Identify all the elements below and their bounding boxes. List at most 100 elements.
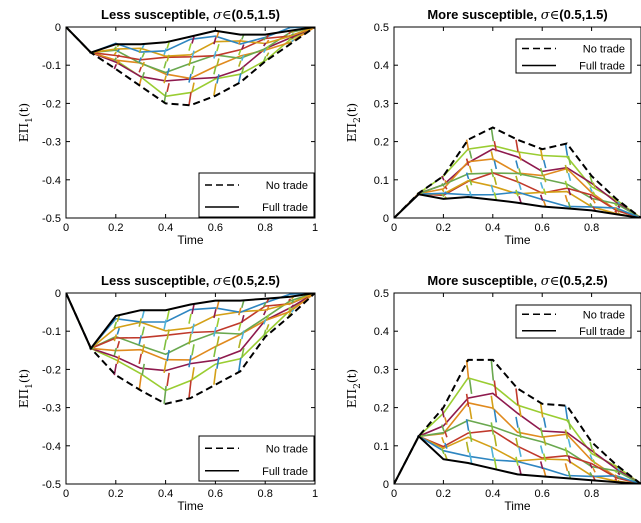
strategy-rung (163, 75, 167, 84)
legend-box (515, 304, 632, 339)
strategy-rung (213, 346, 217, 358)
strategy-rung (213, 50, 217, 59)
strategy-rung (191, 323, 195, 334)
strategy-rung (291, 39, 295, 43)
strategy-rung (113, 347, 118, 356)
x-tick-label: 0.6 (535, 222, 550, 234)
strategy-rung (262, 310, 267, 316)
x-tick-label: 0.2 (436, 222, 451, 234)
chart-panel-3: 0 0.2 0.4 0.6 0.8 1 -0.5 -0.4 -0.3 -0.2 -0.1 0 Less … (17, 273, 318, 513)
strategy-curve (66, 293, 315, 372)
strategy-rung (444, 185, 448, 190)
y-tick-label: 0.3 (374, 98, 389, 110)
strategy-rung (163, 48, 167, 56)
strategy-rung (518, 182, 522, 191)
strategy-rung (262, 56, 267, 62)
strategy-rung (518, 151, 522, 161)
strategy-rung (518, 168, 522, 177)
x-tick-label: 0.4 (485, 488, 500, 500)
strategy-rung (213, 37, 217, 45)
y-tick-label: -0.1 (42, 326, 61, 338)
y-tick-label: -0.1 (42, 60, 61, 72)
strategy-rung (515, 175, 519, 184)
legend-entry: Full trade (579, 326, 625, 338)
x-tick-label: 0.6 (208, 488, 223, 500)
strategy-rung (166, 372, 170, 387)
strategy-rung (465, 184, 470, 192)
strategy-rung (241, 347, 245, 359)
strategy-rung (493, 380, 498, 396)
strategy-rung (166, 83, 170, 92)
strategy-rung (539, 181, 544, 189)
strategy-curve (66, 293, 315, 350)
strategy-rung (539, 427, 544, 438)
strategy-rung (614, 207, 618, 211)
strategy-rung (518, 427, 522, 439)
x-tick-label: 0.2 (436, 488, 451, 500)
y-tick-label: 0.1 (374, 175, 389, 187)
strategy-rung (241, 300, 245, 309)
strategy-rung (567, 155, 572, 166)
strategy-rung (287, 311, 292, 317)
strategy-rung (163, 385, 167, 404)
y-axis-label: EΠ1(t) (17, 103, 35, 142)
strategy-rung (113, 57, 117, 62)
strategy-rung (493, 192, 498, 200)
strategy-curve (66, 27, 315, 58)
strategy-rung (141, 61, 145, 68)
strategy-rung (592, 182, 596, 188)
strategy-rung (617, 472, 621, 476)
strategy-rung (542, 468, 547, 477)
strategy-rung (238, 338, 242, 349)
legend-entry: Full trade (262, 466, 308, 478)
strategy-rung (518, 196, 522, 203)
strategy-rung (191, 65, 195, 75)
chart-title: Less susceptible, σ∈(0.5,1.5) (101, 7, 280, 23)
strategy-rung (116, 327, 121, 335)
strategy-rung (564, 463, 569, 472)
strategy-rung (515, 437, 519, 448)
strategy-rung (589, 463, 593, 469)
axes-box (393, 26, 641, 219)
strategy-rung (263, 42, 267, 47)
strategy-rung (542, 188, 547, 196)
strategy-rung (539, 167, 544, 176)
x-tick-label: 0 (391, 488, 397, 500)
strategy-rung (216, 336, 220, 347)
strategy-rung (265, 52, 270, 57)
strategy-rung (138, 66, 142, 73)
strategy-rung (614, 477, 618, 481)
strategy-rung (238, 60, 242, 67)
strategy-mesh (66, 293, 315, 404)
strategy-rung (291, 32, 295, 36)
strategy-mesh (394, 359, 641, 484)
strategy-rung (441, 448, 445, 455)
x-tick-label: 0.4 (158, 222, 173, 234)
strategy-rung (166, 329, 170, 340)
no-trade-line (66, 27, 315, 107)
strategy-rung (138, 335, 142, 345)
strategy-rung (213, 309, 217, 319)
strategy-rung (141, 52, 145, 58)
x-tick-label: 1 (312, 488, 318, 500)
strategy-rung (288, 34, 292, 38)
strategy-rung (188, 92, 192, 106)
strategy-mesh (394, 127, 641, 218)
strategy-rung (465, 158, 470, 167)
strategy-rung (490, 422, 495, 435)
strategy-rung (592, 459, 596, 465)
strategy-rung (444, 442, 448, 449)
y-tick-label: -0.4 (42, 175, 61, 187)
full-trade-line (394, 193, 641, 218)
strategy-rung (589, 186, 593, 193)
strategy-rung (238, 307, 242, 316)
strategy-rung (241, 54, 245, 61)
strategy-rung (113, 334, 118, 342)
strategy-rung (238, 39, 242, 45)
strategy-rung (567, 470, 572, 479)
chart-panel-4: 0 0.2 0.4 0.6 0.8 0 0.1 0.2 0.3 0.4 0.5 More suscep… (345, 273, 641, 513)
strategy-rung (493, 457, 498, 469)
strategy-rung (539, 194, 544, 201)
strategy-rung (567, 187, 572, 196)
strategy-rung (614, 198, 618, 203)
